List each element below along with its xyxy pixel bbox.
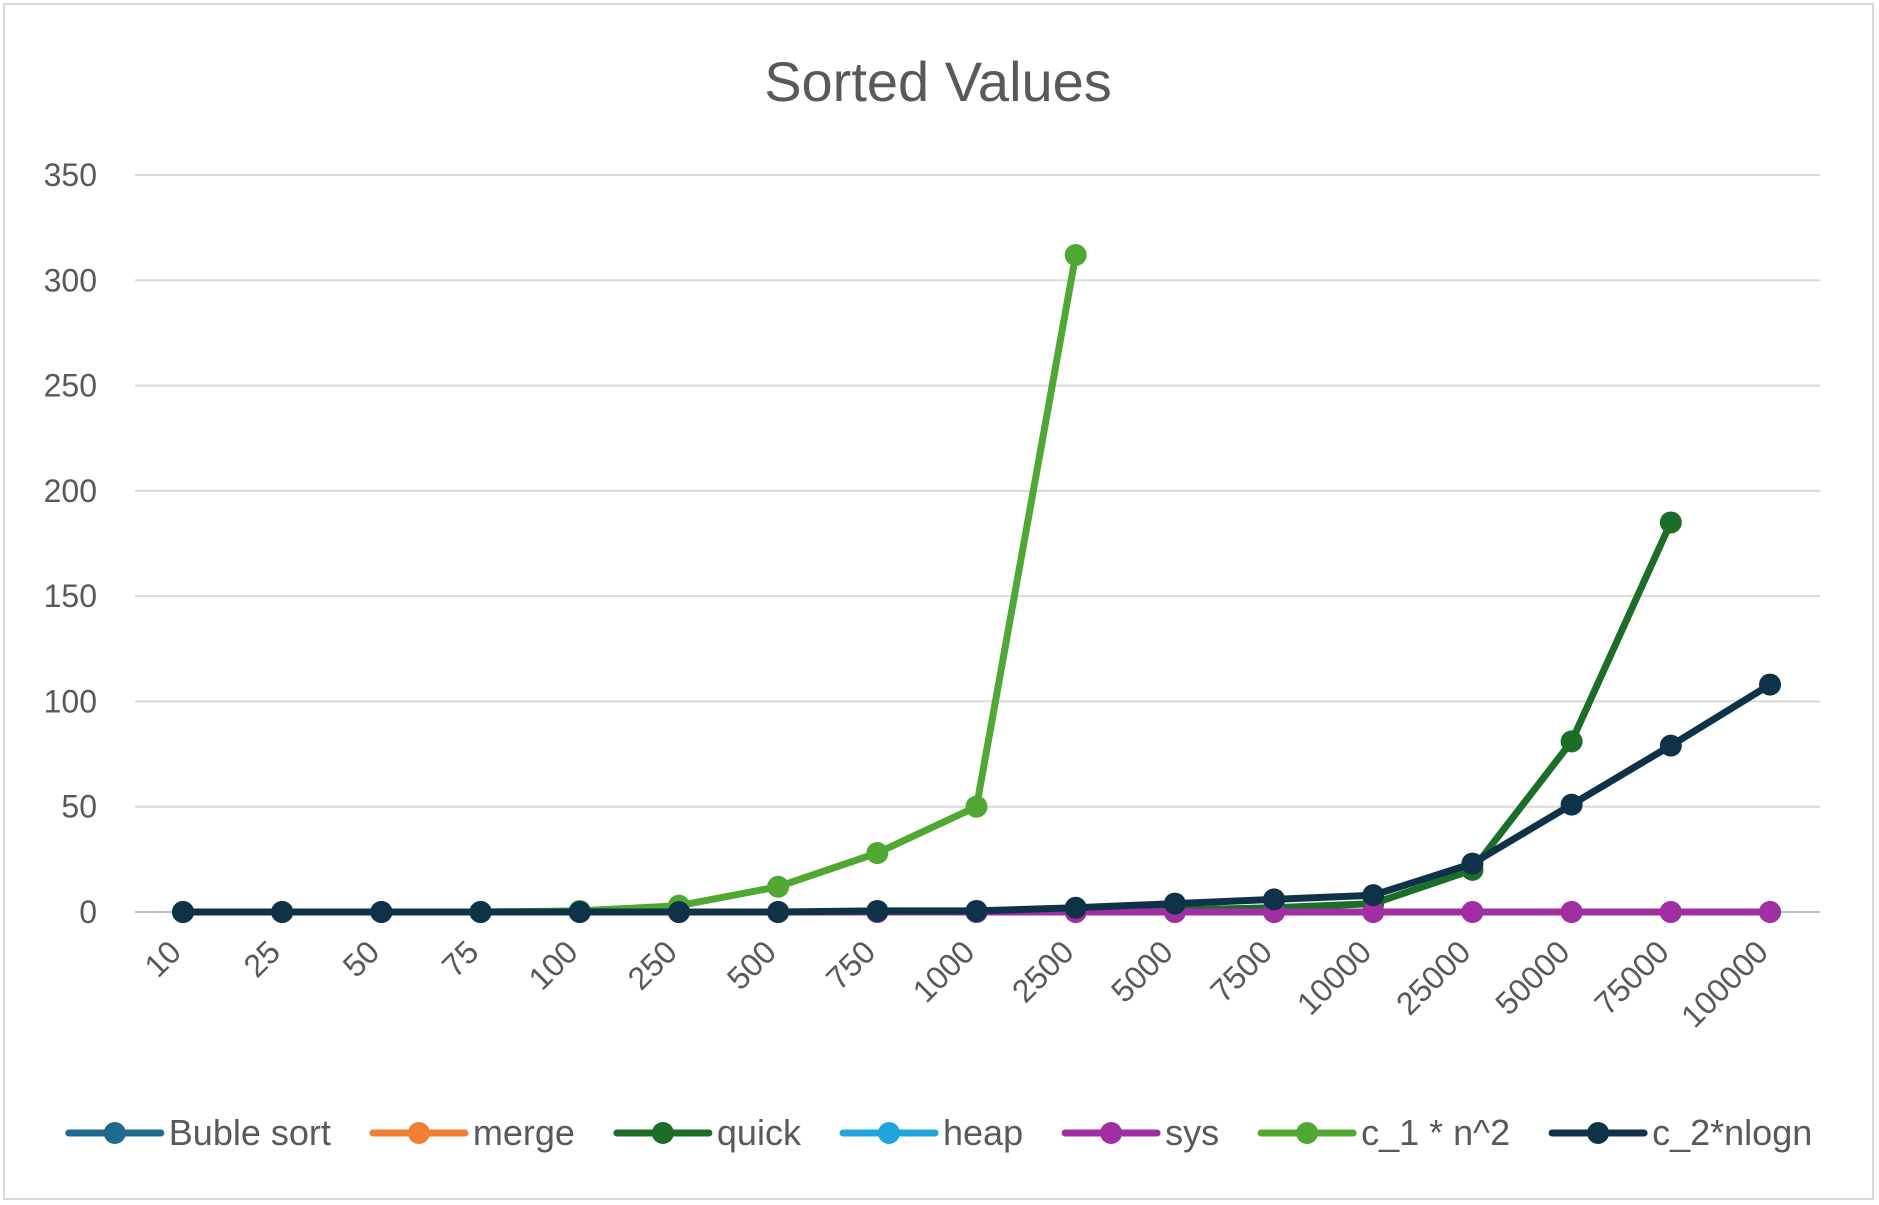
x-axis-tick-labels: 10 25 50 75 100 250 500 750 1000 2500 5000 7500 1000… — [137, 933, 1775, 1034]
series-5 — [172, 244, 1087, 923]
data-point — [866, 842, 889, 865]
data-point — [1560, 730, 1583, 753]
data-point — [767, 875, 790, 898]
data-point — [469, 901, 492, 923]
data-point — [1759, 673, 1781, 696]
y-tick-label: 100 — [44, 683, 97, 719]
data-point — [1362, 901, 1385, 923]
legend: Buble sort merge quick heap sys c_1 * n^2 c_2*… — [65, 1112, 1812, 1153]
x-tick-label: 250 — [621, 933, 684, 996]
legend-item: quick — [613, 1112, 802, 1153]
series-lines — [172, 244, 1781, 923]
data-point — [271, 901, 294, 923]
legend-item: sys — [1061, 1112, 1219, 1153]
legend-label: c_2*nlogn — [1652, 1112, 1812, 1153]
data-point — [965, 899, 988, 922]
line-chart: Sorted Values 0 50 100 150 200 250 300 350 10 25… — [44, 50, 1820, 1153]
y-tick-label: 150 — [44, 578, 97, 614]
data-point — [866, 899, 889, 922]
chart-title: Sorted Values — [764, 50, 1112, 113]
legend-item: heap — [839, 1112, 1023, 1153]
series-line — [179, 251, 1080, 916]
x-tick-label: 75000 — [1587, 933, 1675, 1021]
x-tick-label: 25 — [237, 933, 288, 984]
data-point — [1659, 901, 1682, 923]
legend-item: c_2*nlogn — [1548, 1112, 1812, 1153]
data-point — [1263, 888, 1286, 911]
series-line — [179, 518, 1675, 916]
data-point — [1163, 892, 1186, 915]
x-tick-label: 10 — [137, 933, 188, 984]
y-tick-label: 50 — [61, 789, 97, 825]
legend-item: Buble sort — [65, 1112, 331, 1153]
data-point — [370, 901, 393, 923]
data-point — [1560, 901, 1583, 923]
x-tick-label: 50000 — [1488, 933, 1576, 1021]
x-tick-label: 500 — [720, 933, 783, 996]
y-axis-tick-labels: 0 50 100 150 200 250 300 350 — [44, 157, 97, 930]
data-point — [965, 795, 988, 818]
legend-marker — [407, 1122, 430, 1144]
x-tick-label: 10000 — [1290, 933, 1378, 1021]
series-6 — [172, 673, 1781, 923]
data-point — [172, 901, 194, 923]
data-point — [1659, 734, 1682, 757]
legend-item: merge — [369, 1112, 575, 1153]
x-tick-label: 2500 — [1005, 933, 1081, 1009]
y-tick-label: 350 — [44, 157, 97, 193]
legend-marker — [651, 1122, 674, 1144]
legend-marker — [1100, 1122, 1123, 1144]
y-tick-label: 0 — [79, 894, 97, 930]
data-point — [1560, 793, 1583, 816]
legend-marker — [103, 1122, 126, 1144]
x-tick-label: 5000 — [1104, 933, 1180, 1009]
data-point — [1064, 896, 1087, 919]
data-point — [1659, 511, 1682, 534]
chart-frame: Sorted Values 0 50 100 150 200 250 300 350 10 25… — [3, 3, 1874, 1200]
data-point — [667, 901, 690, 923]
data-point — [1759, 901, 1781, 923]
gridlines — [135, 174, 1820, 913]
y-tick-label: 250 — [44, 368, 97, 404]
x-tick-label: 750 — [819, 933, 882, 996]
legend-label: c_1 * n^2 — [1361, 1112, 1510, 1153]
x-tick-label: 75 — [435, 933, 486, 984]
data-point — [767, 901, 790, 923]
legend-label: Buble sort — [169, 1112, 331, 1153]
data-point — [1064, 244, 1087, 267]
x-tick-label: 100 — [521, 933, 584, 996]
legend-label: merge — [473, 1112, 575, 1153]
y-tick-label: 300 — [44, 262, 97, 298]
data-point — [1461, 852, 1484, 875]
legend-label: sys — [1165, 1112, 1219, 1153]
legend-item: c_1 * n^2 — [1257, 1112, 1510, 1153]
legend-marker — [1296, 1122, 1319, 1144]
legend-label: quick — [717, 1112, 802, 1153]
x-tick-label: 100000 — [1674, 933, 1775, 1034]
legend-label: heap — [943, 1112, 1023, 1153]
x-tick-label: 7500 — [1203, 933, 1279, 1009]
legend-marker — [878, 1122, 900, 1144]
data-point — [568, 901, 591, 923]
x-tick-label: 1000 — [906, 933, 982, 1009]
legend-marker — [1587, 1122, 1610, 1144]
y-tick-label: 200 — [44, 473, 97, 509]
series-2 — [172, 511, 1682, 923]
x-tick-label: 25000 — [1389, 933, 1477, 1021]
data-point — [1362, 884, 1385, 907]
x-tick-label: 50 — [336, 933, 387, 984]
data-point — [1461, 901, 1484, 923]
